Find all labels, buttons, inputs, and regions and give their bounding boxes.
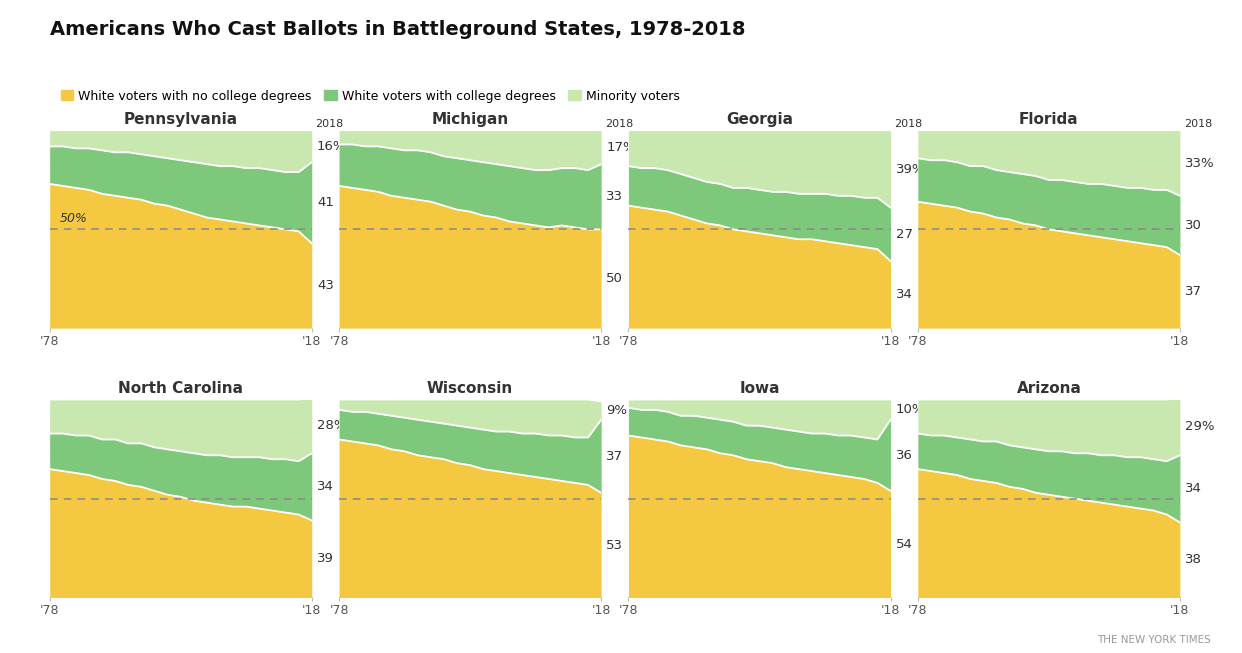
Text: 10%: 10%: [895, 404, 925, 417]
Title: Georgia: Georgia: [727, 112, 792, 127]
Text: Americans Who Cast Ballots in Battleground States, 1978-2018: Americans Who Cast Ballots in Battlegrou…: [50, 20, 745, 39]
Text: 50: 50: [606, 272, 623, 285]
Text: 33%: 33%: [1185, 157, 1215, 170]
Text: 27: 27: [895, 228, 913, 241]
Text: 33: 33: [606, 190, 623, 203]
Text: THE NEW YORK TIMES: THE NEW YORK TIMES: [1097, 635, 1211, 645]
Text: 36: 36: [895, 449, 913, 462]
Text: 30: 30: [1185, 219, 1202, 232]
Title: Arizona: Arizona: [1016, 381, 1082, 396]
Title: North Carolina: North Carolina: [118, 381, 243, 396]
Text: 34: 34: [317, 481, 334, 494]
Title: Pennsylvania: Pennsylvania: [124, 112, 237, 127]
Title: Iowa: Iowa: [739, 381, 780, 396]
Text: 37: 37: [1185, 285, 1202, 298]
Text: 2018: 2018: [894, 119, 923, 129]
Text: 37: 37: [606, 450, 623, 463]
Title: Michigan: Michigan: [431, 112, 509, 127]
Text: 54: 54: [895, 537, 913, 550]
Text: 39%: 39%: [895, 163, 925, 176]
Text: 9%: 9%: [606, 404, 627, 417]
Text: 38: 38: [1185, 554, 1202, 566]
Text: 43: 43: [317, 279, 334, 292]
Text: 2018: 2018: [1184, 119, 1212, 129]
Text: 39: 39: [317, 552, 334, 565]
Text: 2018: 2018: [315, 119, 344, 129]
Text: 17%: 17%: [606, 141, 636, 154]
Text: 34: 34: [895, 288, 913, 301]
Text: 34: 34: [1185, 483, 1202, 496]
Text: 2018: 2018: [605, 119, 633, 129]
Text: 16%: 16%: [317, 140, 347, 153]
Legend: White voters with no college degrees, White voters with college degrees, Minorit: White voters with no college degrees, Wh…: [56, 85, 684, 108]
Text: 53: 53: [606, 539, 623, 552]
Text: 50%: 50%: [60, 212, 87, 225]
Text: 28%: 28%: [317, 419, 347, 432]
Text: 29%: 29%: [1185, 420, 1215, 433]
Title: Wisconsin: Wisconsin: [427, 381, 513, 396]
Title: Florida: Florida: [1018, 112, 1079, 127]
Text: 41: 41: [317, 196, 334, 209]
